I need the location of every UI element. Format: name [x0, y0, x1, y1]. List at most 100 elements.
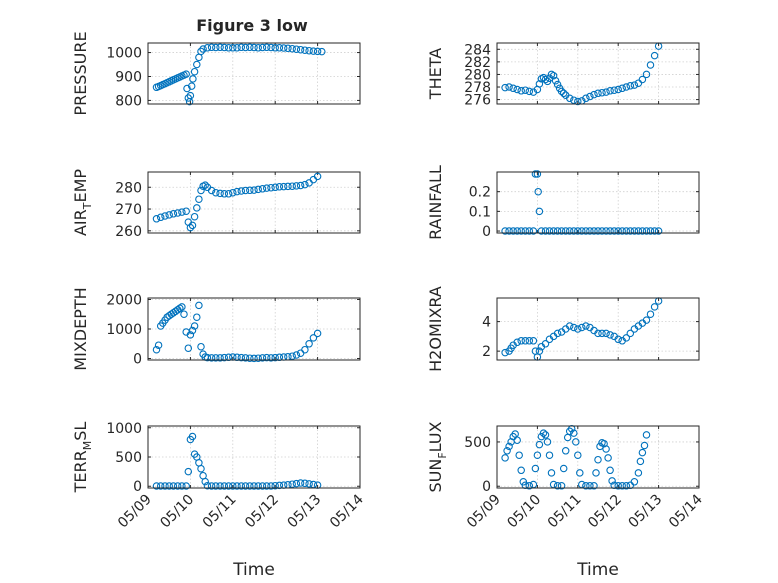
data-point — [618, 84, 626, 93]
data-point — [156, 482, 165, 490]
data-point — [525, 337, 534, 345]
data-point — [557, 87, 566, 96]
axes-frame — [147, 171, 361, 234]
data-point — [258, 482, 267, 490]
data-point — [173, 482, 182, 490]
data-point — [233, 44, 241, 52]
data-point — [216, 482, 224, 490]
data-point — [178, 303, 186, 311]
data-point — [212, 354, 220, 362]
data-point — [237, 353, 246, 362]
data-point — [182, 207, 190, 215]
data-point — [186, 223, 195, 232]
data-point — [207, 354, 216, 362]
data-point — [578, 227, 586, 235]
data-point — [216, 43, 224, 52]
data-point — [197, 464, 205, 473]
data-point — [513, 436, 521, 444]
data-point — [541, 340, 550, 348]
y-tick-label: 260 — [115, 224, 142, 240]
x-axis-label: Time — [232, 560, 275, 580]
data-point — [267, 482, 275, 490]
data-point — [184, 94, 193, 102]
y-tick-label: 280 — [464, 67, 491, 83]
data-point — [521, 86, 530, 94]
data-point — [517, 87, 525, 95]
data-point — [565, 322, 574, 330]
data-point — [296, 181, 305, 190]
data-point — [250, 186, 258, 194]
x-axis-label: Time — [576, 560, 619, 580]
data-point — [529, 227, 538, 235]
data-point — [531, 170, 540, 178]
subplot-4: 0 0.1 0.2 RAINFALL — [426, 165, 700, 240]
data-point — [237, 482, 246, 490]
data-point — [188, 432, 197, 441]
data-point — [152, 482, 161, 490]
data-point — [237, 43, 246, 52]
data-point — [190, 212, 199, 221]
data-point — [626, 329, 635, 338]
data-point — [246, 354, 254, 362]
data-point — [193, 60, 201, 69]
data-point — [582, 227, 590, 235]
data-point — [284, 44, 292, 53]
data-point — [654, 227, 663, 235]
data-point — [606, 87, 614, 95]
data-point — [642, 227, 651, 235]
data-point — [313, 329, 322, 338]
data-point — [212, 188, 220, 197]
data-point — [258, 354, 267, 362]
data-point — [547, 469, 556, 477]
data-point — [614, 227, 622, 235]
data-point — [237, 187, 246, 195]
data-point — [288, 352, 296, 360]
data-point — [190, 67, 199, 76]
data-point — [604, 454, 612, 462]
figure-title: Figure 3 low — [196, 16, 308, 35]
subplot-3: 260 270 280 AIRTEMP — [71, 169, 361, 240]
data-point — [301, 345, 309, 354]
data-point — [224, 482, 233, 490]
data-point — [267, 43, 275, 52]
data-point — [529, 337, 538, 345]
data-point — [288, 182, 296, 190]
axes-frame — [147, 297, 361, 361]
data-point — [574, 97, 582, 106]
y-tick-label: 2 — [482, 344, 491, 360]
data-point — [275, 183, 284, 191]
data-point — [606, 466, 614, 475]
data-point — [224, 44, 233, 52]
data-point — [646, 227, 655, 235]
y-axis-label: PRESSURE — [71, 31, 90, 115]
data-point — [582, 94, 590, 103]
data-point — [572, 438, 580, 446]
data-point — [570, 429, 578, 437]
data-point — [186, 331, 195, 339]
data-point — [534, 187, 542, 196]
data-point — [549, 227, 558, 235]
axes-frame — [496, 425, 700, 489]
data-point — [313, 172, 322, 181]
data-point — [638, 227, 647, 235]
y-tick-label: 276 — [464, 93, 491, 109]
data-point — [165, 482, 173, 490]
data-point — [189, 75, 197, 83]
data-point — [525, 227, 534, 235]
data-point — [309, 47, 318, 55]
data-point — [586, 92, 594, 101]
data-point — [650, 227, 659, 235]
data-point — [590, 227, 598, 235]
data-point — [614, 335, 622, 344]
data-point — [262, 482, 271, 490]
data-point — [541, 431, 550, 439]
data-point — [533, 170, 542, 178]
data-point — [301, 46, 309, 54]
data-point — [535, 440, 544, 449]
data-point — [250, 482, 258, 490]
data-point — [169, 482, 178, 490]
data-point — [501, 348, 509, 357]
data-point — [220, 190, 229, 198]
